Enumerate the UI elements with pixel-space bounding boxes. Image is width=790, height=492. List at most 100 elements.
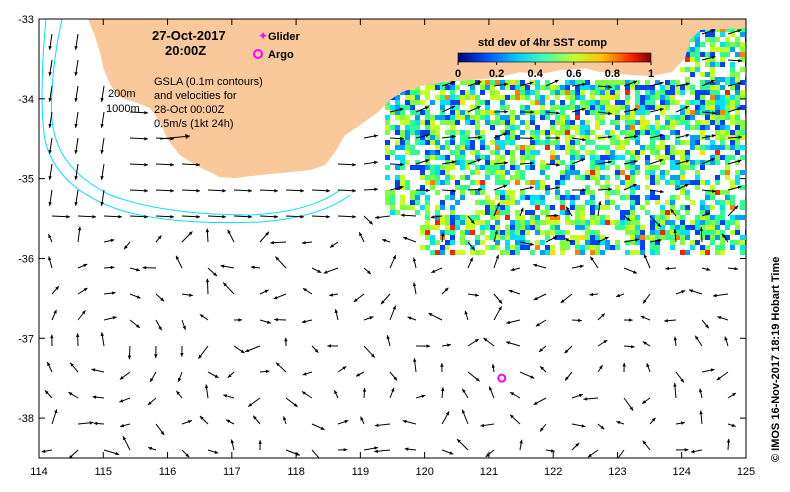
sst-cell [730, 195, 735, 200]
y-tick-label: -37 [18, 333, 34, 345]
sst-cell [660, 110, 665, 115]
velocity-arrow-head [222, 188, 226, 193]
sst-cell [590, 235, 595, 240]
velocity-arrow-head [579, 264, 584, 269]
sst-cell [670, 90, 675, 95]
velocity-arrow-head [578, 318, 582, 323]
sst-cell [740, 52, 745, 57]
sst-cell [485, 225, 490, 230]
sst-cell [560, 90, 565, 95]
velocity-arrow-head [530, 110, 534, 114]
sst-cell [410, 120, 415, 125]
sst-cell [570, 105, 575, 110]
sst-cell [470, 145, 475, 150]
velocity-arrow-head [711, 134, 716, 138]
sst-cell [635, 165, 640, 170]
sst-cell [560, 125, 565, 130]
sst-cell [575, 235, 580, 240]
sst-cell [710, 145, 715, 150]
sst-cell [615, 120, 620, 125]
sst-cell [655, 80, 660, 85]
sst-cell [630, 250, 635, 255]
scale-arrow-head [185, 134, 190, 139]
sst-cell [705, 230, 710, 235]
sst-cell [640, 125, 645, 130]
sst-cell [600, 90, 605, 95]
sst-cell [490, 165, 495, 170]
sst-cell [685, 52, 690, 57]
sst-cell [435, 210, 440, 215]
sst-cell [625, 195, 630, 200]
velocity-arrow-head [616, 420, 621, 425]
sst-cell [465, 240, 470, 245]
sst-cell [735, 175, 740, 180]
glider-star-icon: ✦ [258, 29, 268, 43]
sst-cell [525, 240, 530, 245]
velocity-arrow-head [426, 188, 430, 193]
sst-cell [685, 100, 690, 105]
sst-cell [735, 90, 740, 95]
sst-cell [435, 190, 440, 195]
velocity-arrow-head [722, 233, 726, 238]
sst-cell [560, 245, 565, 250]
sst-cell [405, 105, 410, 110]
sst-cell [475, 110, 480, 115]
annotation-line-4: 0.5m/s (1kt 24h) [154, 118, 233, 130]
sst-cell [520, 215, 525, 220]
velocity-arrow-head [519, 439, 523, 444]
sst-cell [505, 120, 510, 125]
sst-cell [495, 220, 500, 225]
sst-cell [505, 235, 510, 240]
sst-cell [655, 250, 660, 255]
sst-cell [445, 80, 450, 85]
sst-cell [545, 185, 550, 190]
sst-cell [580, 80, 585, 85]
sst-cell [420, 110, 425, 115]
sst-cell [505, 240, 510, 245]
velocity-arrow-head [607, 160, 612, 164]
sst-cell [400, 160, 405, 165]
sst-cell [645, 195, 650, 200]
sst-cell [425, 95, 430, 100]
sst-cell [550, 245, 555, 250]
sst-cell [525, 165, 530, 170]
sst-cell [585, 125, 590, 130]
sst-cell [485, 195, 490, 200]
sst-cell [695, 57, 700, 62]
sst-cell [495, 170, 500, 175]
sst-cell [520, 130, 525, 135]
sst-cell [490, 245, 495, 250]
sst-cell [715, 225, 720, 230]
sst-cell [520, 170, 525, 175]
sst-cell [500, 165, 505, 170]
sst-cell [515, 80, 520, 85]
velocity-arrow-head [342, 366, 347, 370]
sst-cell [665, 80, 670, 85]
sst-cell [500, 145, 505, 150]
sst-cell [675, 210, 680, 215]
velocity-arrow-head [533, 263, 538, 268]
sst-cell [420, 100, 425, 105]
sst-cell [600, 105, 605, 110]
sst-cell [655, 145, 660, 150]
sst-cell [640, 100, 645, 105]
sst-cell [565, 80, 570, 85]
sst-cell [690, 67, 695, 72]
sst-cell [705, 135, 710, 140]
sst-cell [675, 235, 680, 240]
sst-cell [650, 195, 655, 200]
sst-cell [550, 120, 555, 125]
sst-cell [715, 47, 720, 52]
sst-cell [495, 240, 500, 245]
sst-cell [650, 220, 655, 225]
sst-cell [670, 150, 675, 155]
sst-cell [690, 100, 695, 105]
sst-cell [480, 90, 485, 95]
sst-cell [715, 27, 720, 32]
velocity-arrow-head [670, 209, 675, 214]
velocity-arrow-head [665, 266, 670, 271]
sst-cell [730, 47, 735, 52]
sst-cell [560, 85, 565, 90]
sst-cell [710, 185, 715, 190]
velocity-arrow-head [374, 449, 379, 453]
